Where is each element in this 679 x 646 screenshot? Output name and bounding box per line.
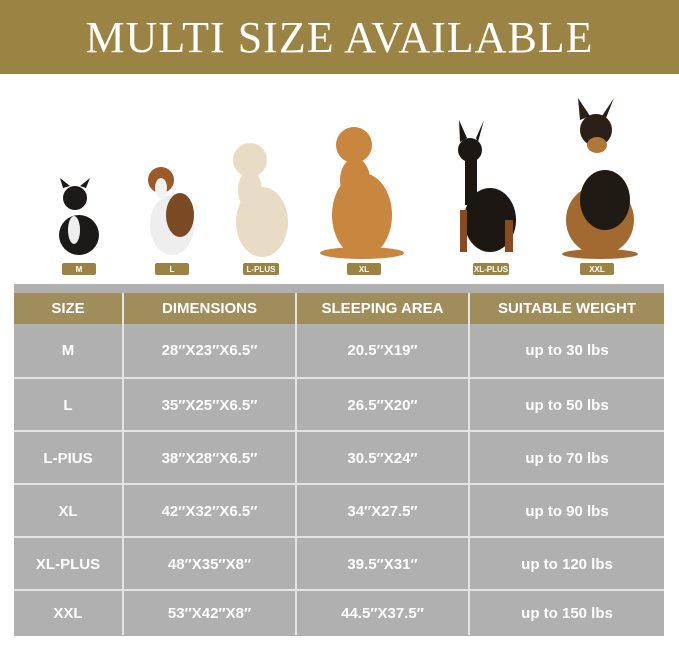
doberman-icon [458, 120, 516, 252]
cell-dimensions: 53″X42″X8″ [124, 591, 297, 635]
dog-illustrations [59, 98, 638, 259]
table-header: SIZE DIMENSIONS SLEEPING AREA SUITABLE W… [14, 293, 664, 324]
cell-size: XL-PLUS [14, 538, 124, 591]
header-dimensions: DIMENSIONS [124, 293, 297, 324]
table-row: L-PIUS 38″X28″X6.5″ 30.5″X24″ up to 70 lbs [14, 430, 664, 485]
cell-sleeping-area: 26.5″X20″ [297, 379, 470, 432]
beagle-icon [148, 167, 194, 255]
table-row: M 28″X23″X6.5″ 20.5″X19″ up to 30 lbs [14, 324, 664, 377]
labrador-icon [233, 143, 288, 257]
size-badge-m: M [62, 263, 96, 275]
size-badge-l: L [155, 263, 189, 275]
cell-sleeping-area: 20.5″X19″ [297, 324, 470, 377]
cell-dimensions: 42″X32″X6.5″ [124, 485, 297, 538]
cell-sleeping-area: 39.5″X31″ [297, 538, 470, 591]
header-suitable-weight: SUITABLE WEIGHT [497, 300, 637, 317]
cell-weight: up to 120 lbs [521, 556, 613, 573]
cell-size: L [14, 379, 124, 432]
size-badge-xxl: XXL [580, 263, 614, 275]
cell-dimensions: 48″X35″X8″ [124, 538, 297, 591]
banner-title: MULTI SIZE AVAILABLE [85, 12, 594, 62]
cell-weight: up to 50 lbs [525, 397, 609, 414]
table-row: XL 42″X32″X6.5″ 34″X27.5″ up to 90 lbs [14, 483, 664, 538]
size-badge-xl-plus: XL-PLUS [473, 263, 509, 275]
table-row: XL-PLUS 48″X35″X8″ 39.5″X31″ up to 120 lbs [14, 536, 664, 591]
cell-weight: up to 150 lbs [521, 604, 613, 622]
size-badge-xl: XL [347, 263, 381, 275]
cell-dimensions: 28″X23″X6.5″ [124, 324, 297, 377]
table-row: L 35″X25″X6.5″ 26.5″X20″ up to 50 lbs [14, 377, 664, 432]
cell-weight: up to 70 lbs [525, 450, 609, 467]
german-shepherd-icon [562, 98, 638, 259]
size-table: SIZE DIMENSIONS SLEEPING AREA SUITABLE W… [14, 284, 664, 636]
cell-sleeping-area: 30.5″X24″ [297, 432, 470, 485]
title-banner: MULTI SIZE AVAILABLE [0, 0, 679, 74]
table-row: XXL 53″X42″X8″ 44.5″X37.5″ up to 150 lbs [14, 589, 664, 643]
cell-weight: up to 30 lbs [525, 342, 609, 359]
header-size: SIZE [14, 293, 124, 324]
cell-size: M [14, 324, 124, 377]
french-bulldog-icon [59, 178, 99, 255]
cell-sleeping-area: 44.5″X37.5″ [297, 591, 470, 635]
cell-dimensions: 35″X25″X6.5″ [124, 379, 297, 432]
cell-weight: up to 90 lbs [525, 503, 609, 520]
cell-size: XXL [14, 591, 124, 635]
cell-size: XL [14, 485, 124, 538]
cell-sleeping-area: 34″X27.5″ [297, 485, 470, 538]
golden-retriever-icon [320, 127, 404, 259]
size-badge-l-plus: L-PLUS [243, 263, 279, 275]
cell-dimensions: 38″X28″X6.5″ [124, 432, 297, 485]
header-sleeping-area: SLEEPING AREA [297, 293, 470, 324]
cell-size: L-PIUS [14, 432, 124, 485]
